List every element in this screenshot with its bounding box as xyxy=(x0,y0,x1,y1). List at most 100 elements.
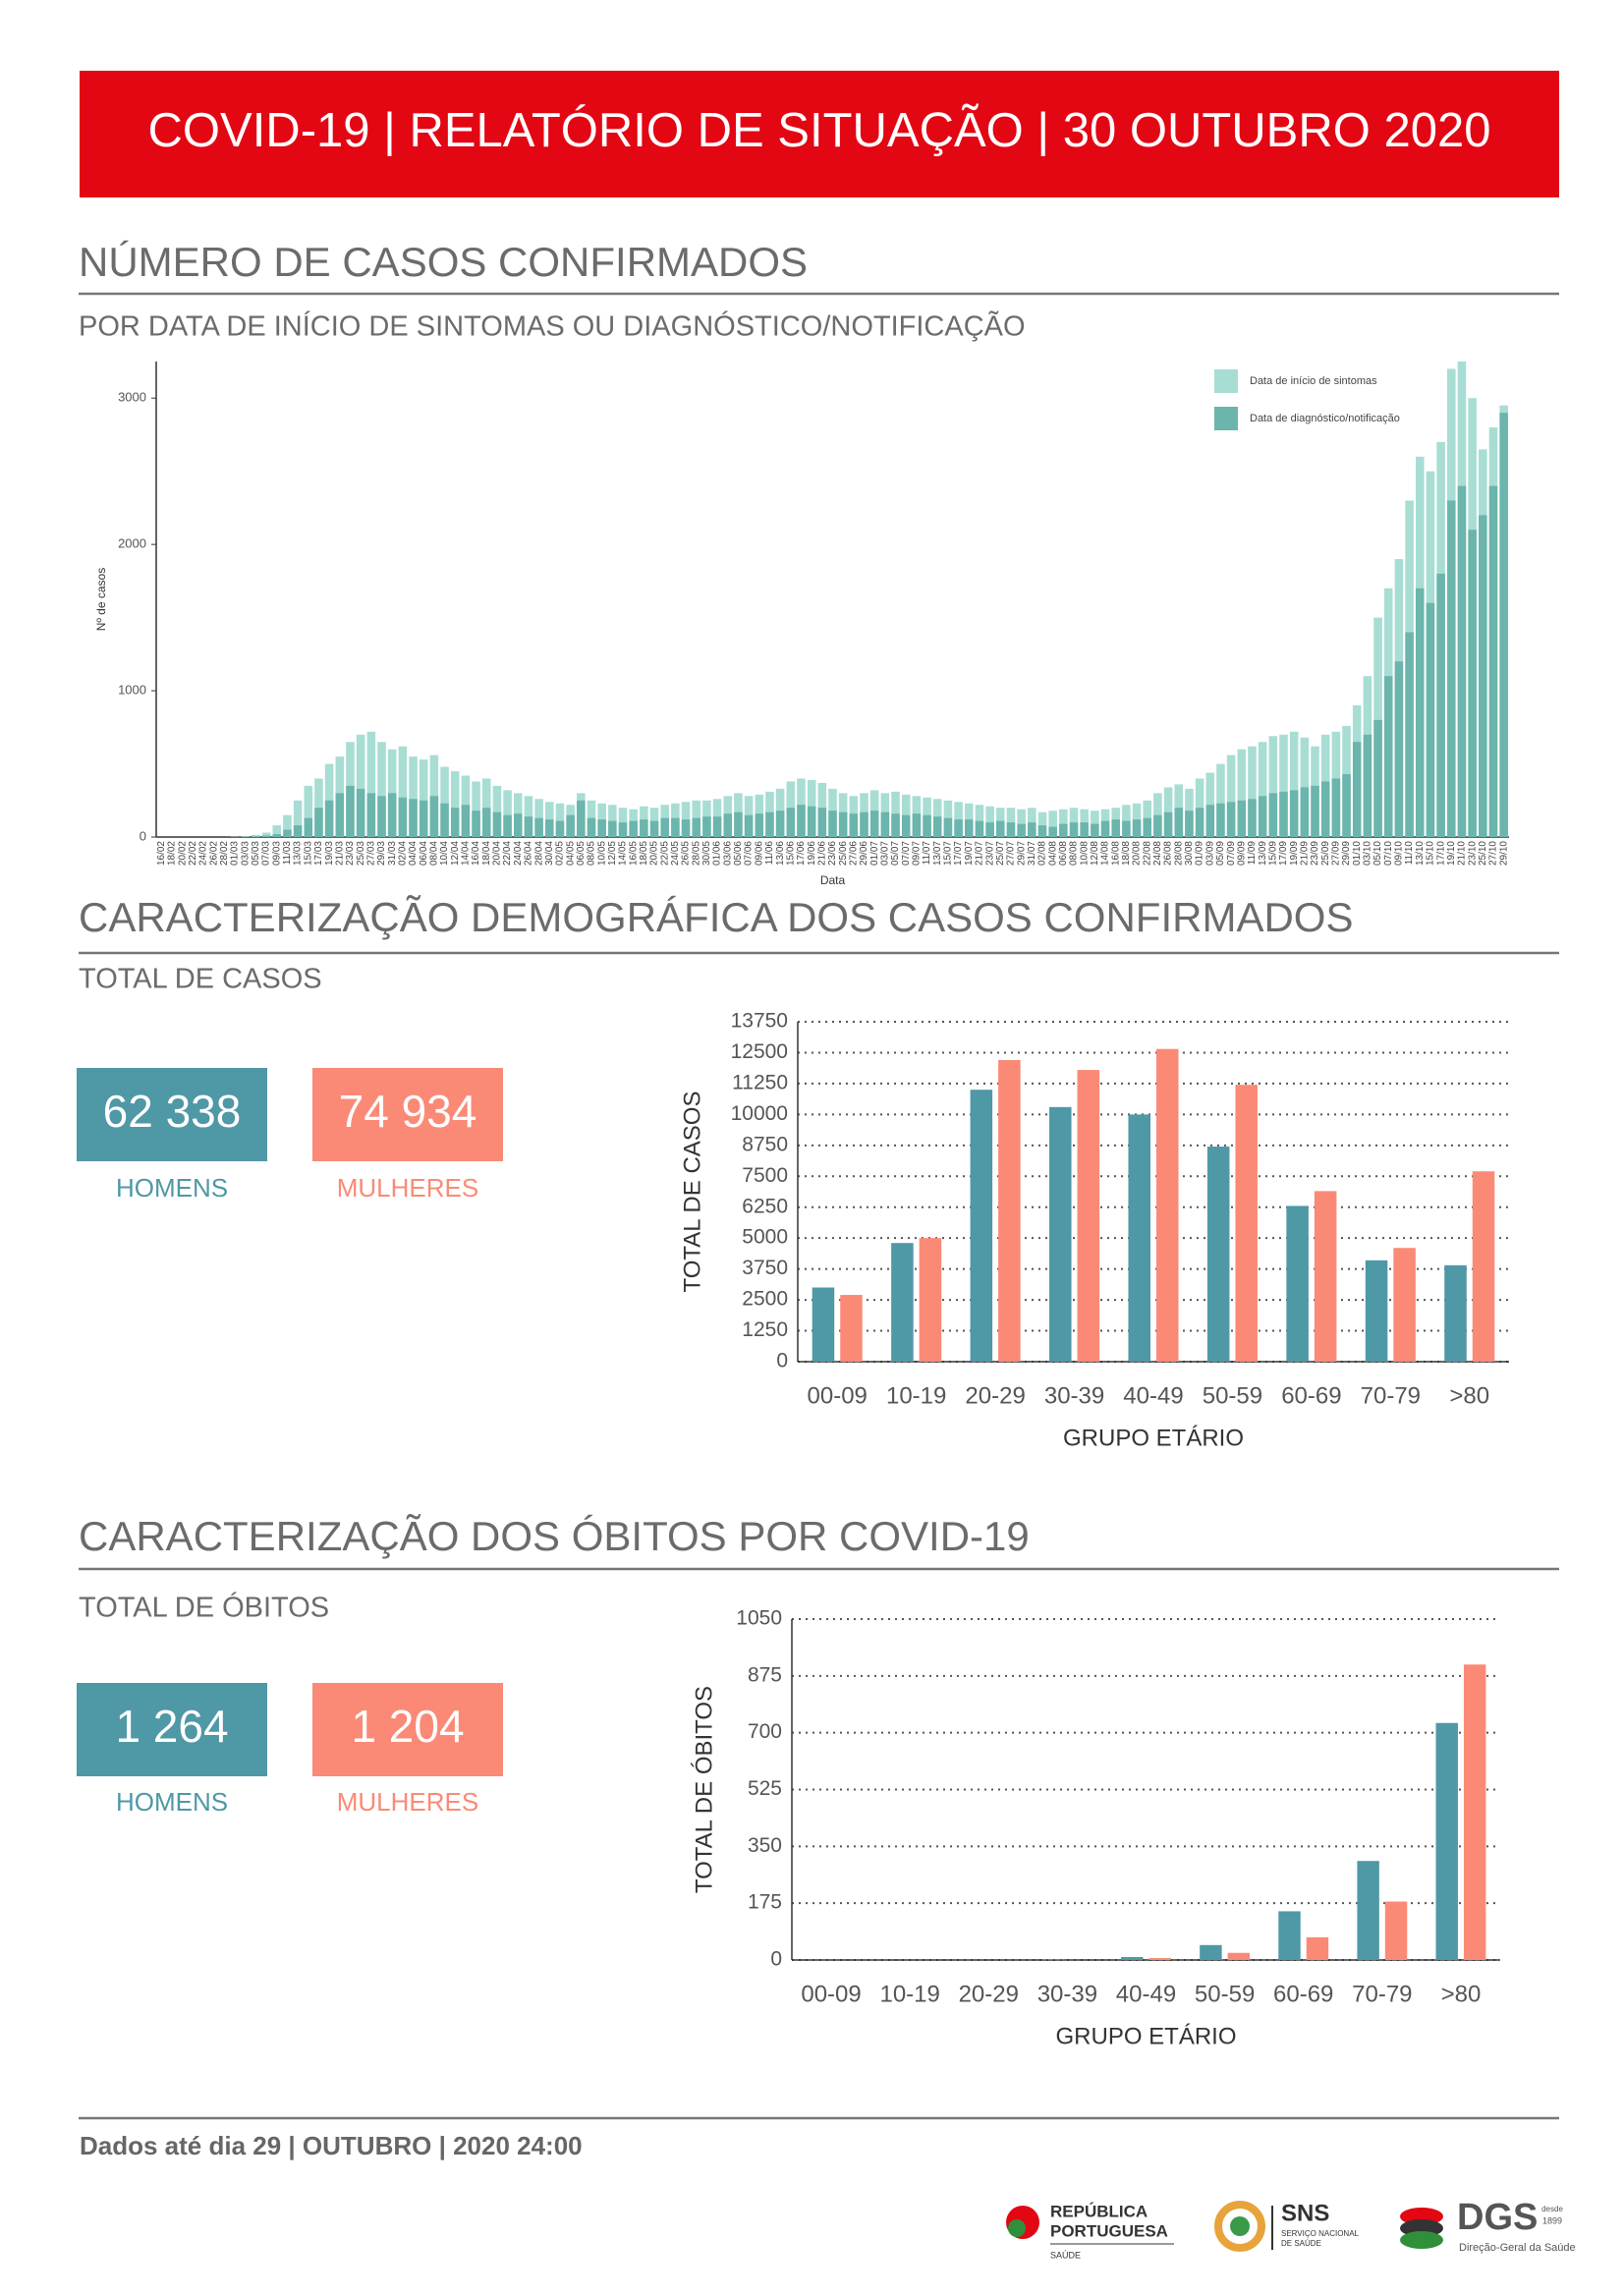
x-tick-label: 27/07 xyxy=(1006,841,1017,866)
bar xyxy=(1306,1936,1329,1960)
x-tick-label: 17/10 xyxy=(1435,841,1446,866)
bar xyxy=(608,820,617,837)
x-tick-label: 15/09 xyxy=(1267,841,1278,866)
x-tick-label: 05/06 xyxy=(733,841,744,866)
bar xyxy=(1200,1944,1222,1960)
logo-text: SAÚDE xyxy=(1050,2250,1081,2260)
x-tick-label: 25/07 xyxy=(995,841,1006,866)
bar xyxy=(1205,805,1215,837)
x-tick-label: 15/03 xyxy=(303,841,313,866)
bar xyxy=(1195,808,1204,837)
y-tick-label: 11250 xyxy=(732,1071,788,1093)
x-tick-label: 10-19 xyxy=(879,1981,939,2007)
x-tick-label: 27/03 xyxy=(365,841,376,866)
y-tick-label: 525 xyxy=(748,1777,782,1800)
bar xyxy=(356,788,365,837)
logo-text: DE SAÚDE xyxy=(1281,2239,1321,2248)
y-axis-label: TOTAL DE CASOS xyxy=(679,1092,705,1293)
bar xyxy=(1479,515,1487,837)
total-value: 1 264 xyxy=(115,1701,228,1752)
total-box xyxy=(77,1068,267,1161)
x-tick-label: 03/07 xyxy=(880,841,891,866)
bar xyxy=(545,819,554,837)
bar xyxy=(1436,573,1445,837)
bar xyxy=(1331,778,1341,837)
bar xyxy=(1037,825,1047,837)
x-tick-label: 14/04 xyxy=(461,841,472,866)
x-tick-label: 20/05 xyxy=(649,841,660,866)
x-tick-label: 18/04 xyxy=(481,841,492,866)
section-title: NÚMERO DE CASOS CONFIRMADOS xyxy=(79,239,808,285)
bar xyxy=(943,817,953,837)
x-tick-label: 27/06 xyxy=(848,841,859,866)
x-tick-label: 03/10 xyxy=(1363,841,1373,866)
x-tick-label: 21/09 xyxy=(1299,841,1310,866)
x-tick-label: 23/03 xyxy=(345,841,356,866)
bar xyxy=(1059,809,1068,837)
bar xyxy=(304,785,313,837)
x-tick-label: 04/04 xyxy=(408,841,419,866)
bar xyxy=(1156,1048,1179,1362)
x-tick-label: 19/06 xyxy=(807,841,817,866)
y-tick-label: 3750 xyxy=(742,1257,788,1279)
x-tick-label: 09/06 xyxy=(754,841,764,866)
bar xyxy=(1373,719,1382,837)
bar xyxy=(272,825,282,837)
bar xyxy=(1463,1664,1486,1960)
bar xyxy=(419,800,428,837)
x-tick-label: 29/07 xyxy=(1016,841,1027,866)
legend-swatch xyxy=(1214,369,1238,393)
bar xyxy=(524,816,533,837)
logo-text: REPÚBLICA xyxy=(1050,2202,1148,2220)
bar xyxy=(1006,822,1016,837)
bar xyxy=(1226,755,1236,837)
x-axis-label: GRUPO ETÁRIO xyxy=(1055,2023,1236,2049)
bar xyxy=(932,816,942,837)
x-tick-label: 16/08 xyxy=(1110,841,1121,866)
bar xyxy=(1128,1114,1150,1362)
x-tick-label: 19/10 xyxy=(1446,841,1457,866)
logo-shape xyxy=(1214,2201,1265,2252)
x-tick-label: 10-19 xyxy=(886,1382,946,1409)
x-tick-label: 01/06 xyxy=(712,841,723,866)
bar xyxy=(597,819,606,837)
x-tick-label: 29/10 xyxy=(1498,841,1509,866)
bar xyxy=(440,803,449,837)
y-tick-label: 0 xyxy=(776,1350,788,1372)
bar xyxy=(587,817,596,837)
x-tick-label: 11/03 xyxy=(282,841,293,866)
x-tick-label: 25/10 xyxy=(1478,841,1488,866)
total-label: MULHERES xyxy=(337,1787,478,1817)
x-tick-label: 28/04 xyxy=(533,841,544,866)
bar xyxy=(996,820,1005,837)
bar xyxy=(1111,819,1120,837)
footer-text: Dados até dia 29 | OUTUBRO | 2020 24:00 xyxy=(80,2131,583,2160)
bar xyxy=(513,813,523,837)
bar xyxy=(1185,811,1194,837)
x-tick-label: 06/04 xyxy=(419,841,429,866)
bar xyxy=(293,825,303,837)
bar xyxy=(1121,1957,1144,1960)
x-tick-label: 05/03 xyxy=(251,841,261,866)
bar xyxy=(744,814,754,837)
bar xyxy=(1279,734,1288,837)
bar xyxy=(555,803,565,837)
x-tick-label: 17/07 xyxy=(953,841,964,866)
x-tick-label: 13/06 xyxy=(775,841,786,866)
x-tick-label: 22/04 xyxy=(502,841,513,866)
logo-dgs: DGS desde 1899 Direção-Geral da Saúde xyxy=(1400,2197,1576,2254)
x-tick-label: 30-39 xyxy=(1044,1382,1104,1409)
x-tick-label: 23/06 xyxy=(827,841,838,866)
bar xyxy=(1100,820,1110,837)
x-tick-label: 28/08 xyxy=(1173,841,1184,866)
bar xyxy=(1048,826,1057,837)
x-tick-label: 13/03 xyxy=(293,841,304,866)
bar xyxy=(472,811,480,837)
x-tick-label: 20-29 xyxy=(959,1981,1019,2007)
x-tick-label: 05/09 xyxy=(1215,841,1226,866)
bar xyxy=(828,811,837,837)
x-tick-label: 03/06 xyxy=(722,841,733,866)
bar xyxy=(1148,1958,1171,1960)
x-tick-label: 31/07 xyxy=(1027,841,1037,866)
